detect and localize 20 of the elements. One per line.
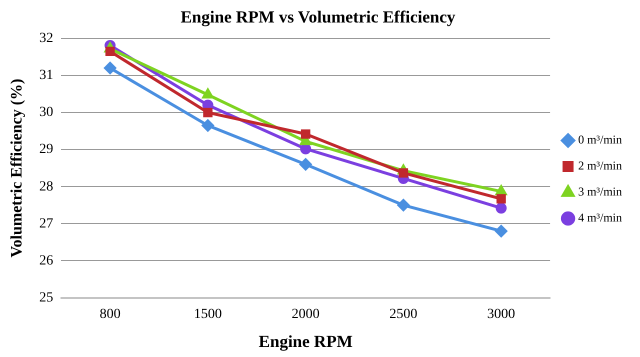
y-tick-label: 30 bbox=[39, 105, 54, 120]
y-tick-label: 26 bbox=[39, 253, 54, 268]
legend-label: 0 m³/min bbox=[578, 132, 622, 147]
legend-label: 4 m³/min bbox=[578, 210, 622, 225]
y-tick-label: 32 bbox=[39, 31, 54, 46]
x-tick-label: 1500 bbox=[194, 306, 222, 322]
y-tick-label: 27 bbox=[39, 216, 54, 232]
y-tick-label: 29 bbox=[39, 142, 54, 158]
x-tick-label: 800 bbox=[100, 306, 121, 322]
x-tick-label: 2500 bbox=[389, 306, 418, 322]
y-tick-label: 31 bbox=[39, 68, 54, 84]
y-tick-label: 25 bbox=[39, 290, 54, 306]
y-tick-label: 28 bbox=[39, 179, 54, 194]
chart-title: Engine RPM vs Volumetric Efficiency bbox=[180, 8, 456, 27]
x-tick-label: 2000 bbox=[292, 306, 320, 322]
x-axis-title: Engine RPM bbox=[258, 332, 353, 352]
legend-label: 3 m³/min bbox=[578, 184, 622, 199]
y-axis-title: Volumetric Efficiency (%) bbox=[8, 78, 26, 258]
x-tick-label: 3000 bbox=[487, 306, 516, 322]
legend-label: 2 m³/min bbox=[578, 158, 622, 173]
